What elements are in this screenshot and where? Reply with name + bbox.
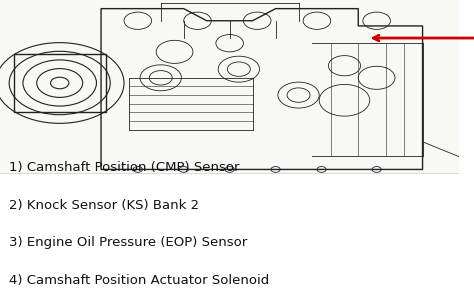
Polygon shape [0, 0, 459, 173]
Text: 1) Camshaft Position (CMP) Sensor: 1) Camshaft Position (CMP) Sensor [9, 161, 240, 174]
Text: 2) Knock Sensor (KS) Bank 2: 2) Knock Sensor (KS) Bank 2 [9, 199, 199, 212]
Bar [14, 54, 106, 112]
Text: 4) Camshaft Position Actuator Solenoid: 4) Camshaft Position Actuator Solenoid [9, 274, 269, 287]
Text: 3) Engine Oil Pressure (EOP) Sensor: 3) Engine Oil Pressure (EOP) Sensor [9, 236, 247, 249]
